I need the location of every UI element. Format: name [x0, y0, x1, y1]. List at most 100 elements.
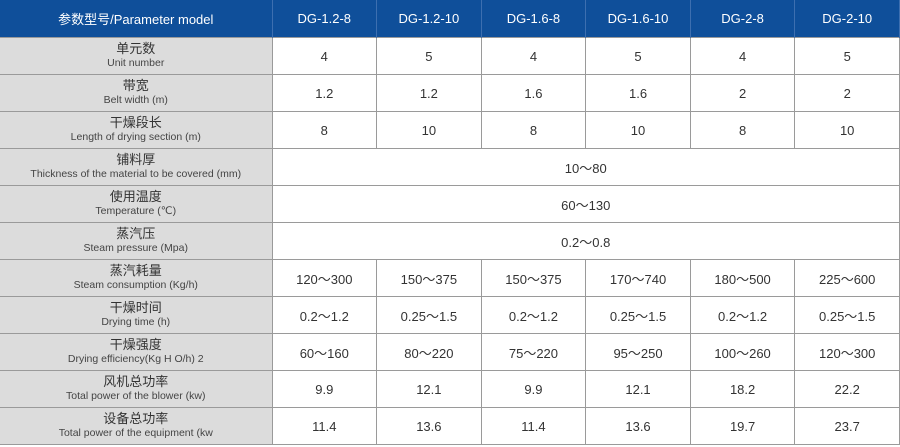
value-cell: 1.2	[271, 74, 378, 112]
parameter-name-cn: 带宽	[122, 78, 149, 93]
value-cell: 2	[689, 74, 796, 112]
value-cell: 120～300	[794, 333, 900, 371]
value-cell: 1.2	[376, 74, 482, 112]
table-row: 蒸汽耗量 Steam consumption (Kg/h) 120～300 150～3…	[0, 259, 900, 297]
table-row: 铺料厚 Thickness of the material to be cover…	[0, 148, 900, 186]
table-row: 使用温度 Temperature (℃) 60～130	[0, 185, 900, 223]
parameter-label: 干燥强度 Drying efficiency(Kg H O/h) 2	[0, 333, 273, 371]
parameter-name-cn: 设备总功率	[103, 411, 169, 426]
parameter-label: 干燥时间 Drying time (h)	[0, 296, 273, 334]
parameter-name-en: Drying time (h)	[101, 316, 171, 328]
model-header: DG-1.2-10	[376, 0, 482, 38]
value-cell: 120～300	[271, 259, 378, 297]
value-cell: 10	[794, 111, 900, 149]
parameter-name-en: Temperature (℃)	[95, 205, 177, 217]
value-cell: 0.25～1.5	[794, 296, 900, 334]
value-cell: 2	[794, 74, 900, 112]
parameter-name-cn: 蒸汽耗量	[109, 263, 162, 278]
parameter-name-en: Belt width (m)	[103, 94, 168, 106]
parameter-name-en: Length of drying section (m)	[70, 131, 201, 143]
value-cell: 11.4	[271, 407, 378, 445]
parameter-name-cn: 干燥段长	[109, 115, 162, 130]
value-cell: 0.2～1.2	[480, 296, 587, 334]
value-cell: 1.6	[480, 74, 587, 112]
value-cell: 0.25～1.5	[585, 296, 691, 334]
param-model-header: 参数型号/Parameter model	[0, 0, 273, 38]
value-cell: 8	[689, 111, 796, 149]
value-cell: 4	[689, 37, 796, 75]
value-cell: 10	[585, 111, 691, 149]
table-row: 干燥时间 Drying time (h) 0.2～1.2 0.25～1.5 0.2～1.…	[0, 296, 900, 334]
value-cell: 9.9	[271, 370, 378, 408]
parameter-name-cn: 风机总功率	[103, 374, 169, 389]
table-row: 设备总功率 Total power of the equipment (kw 11.…	[0, 407, 900, 445]
table-row: 干燥强度 Drying efficiency(Kg H O/h) 2 60～160 8…	[0, 333, 900, 371]
value-cell: 12.1	[585, 370, 691, 408]
value-cell: 150～375	[480, 259, 587, 297]
model-header: DG-1.6-8	[481, 0, 587, 38]
value-cell: 12.1	[376, 370, 482, 408]
table-row: 单元数 Unit number 4 5 4 5 4 5	[0, 37, 900, 75]
value-cell: 75～220	[480, 333, 587, 371]
model-header: DG-1.6-10	[585, 0, 691, 38]
model-header: DG-2-8	[690, 0, 796, 38]
parameter-name-en: Steam pressure (Mpa)	[83, 242, 188, 254]
model-header: DG-2-10	[794, 0, 900, 38]
parameter-name-cn: 干燥时间	[109, 300, 162, 315]
value-cell: 9.9	[480, 370, 587, 408]
parameter-name-en: Total power of the blower (kw)	[66, 390, 206, 402]
parameter-name-en: Total power of the equipment (kw	[58, 427, 213, 439]
value-cell: 150～375	[376, 259, 482, 297]
value-cell: 5	[794, 37, 900, 75]
value-cell: 4	[480, 37, 587, 75]
value-cell: 8	[480, 111, 587, 149]
value-cell: 8	[271, 111, 378, 149]
parameter-label: 带宽 Belt width (m)	[0, 74, 273, 112]
parameter-name-cn: 蒸汽压	[116, 226, 156, 241]
parameter-name-cn: 单元数	[116, 41, 156, 56]
parameter-name-en: Unit number	[107, 57, 165, 69]
table-row: 风机总功率 Total power of the blower (kw) 9.9 12…	[0, 370, 900, 408]
parameter-name-cn: 铺料厚	[116, 152, 156, 167]
value-cell: 180～500	[689, 259, 796, 297]
parameter-name-cn: 干燥强度	[109, 337, 162, 352]
value-cell: 11.4	[480, 407, 587, 445]
parameter-label: 铺料厚 Thickness of the material to be cover…	[0, 148, 273, 186]
parameter-label: 使用温度 Temperature (℃)	[0, 185, 273, 223]
value-cell: 5	[376, 37, 482, 75]
value-cell: 0.25～1.5	[376, 296, 482, 334]
value-cell: 23.7	[794, 407, 900, 445]
value-cell: 100～260	[689, 333, 796, 371]
value-cell: 10～80	[271, 148, 900, 186]
value-cell: 170～740	[585, 259, 691, 297]
parameter-name-cn: 使用温度	[109, 189, 162, 204]
table-row: 带宽 Belt width (m) 1.2 1.2 1.6 1.6 2 2	[0, 74, 900, 112]
table-row: 蒸汽压 Steam pressure (Mpa) 0.2～0.8	[0, 222, 900, 260]
value-cell: 1.6	[585, 74, 691, 112]
parameter-label: 设备总功率 Total power of the equipment (kw	[0, 407, 273, 445]
value-cell: 13.6	[585, 407, 691, 445]
value-cell: 225～600	[794, 259, 900, 297]
parameter-name-en: Thickness of the material to be covered …	[30, 168, 242, 180]
value-cell: 18.2	[689, 370, 796, 408]
value-cell: 19.7	[689, 407, 796, 445]
value-cell: 10	[376, 111, 482, 149]
value-cell: 0.2～0.8	[271, 222, 900, 260]
value-cell: 60～160	[271, 333, 378, 371]
parameter-label: 风机总功率 Total power of the blower (kw)	[0, 370, 273, 408]
table-row: 干燥段长 Length of drying section (m) 8 10 8 10 8 1…	[0, 111, 900, 149]
header-row: 参数型号/Parameter model DG-1.2-8 DG-1.2-10 DG…	[0, 0, 900, 38]
parameter-label: 蒸汽耗量 Steam consumption (Kg/h)	[0, 259, 273, 297]
parameter-name-en: Drying efficiency(Kg H O/h) 2	[67, 353, 204, 365]
value-cell: 0.2～1.2	[271, 296, 378, 334]
parameter-label: 蒸汽压 Steam pressure (Mpa)	[0, 222, 273, 260]
parameter-name-en: Steam consumption (Kg/h)	[73, 279, 198, 291]
value-cell: 13.6	[376, 407, 482, 445]
parameter-label: 干燥段长 Length of drying section (m)	[0, 111, 273, 149]
model-header: DG-1.2-8	[272, 0, 378, 38]
value-cell: 4	[271, 37, 378, 75]
value-cell: 60～130	[271, 185, 900, 223]
value-cell: 22.2	[794, 370, 900, 408]
parameter-label: 单元数 Unit number	[0, 37, 273, 75]
